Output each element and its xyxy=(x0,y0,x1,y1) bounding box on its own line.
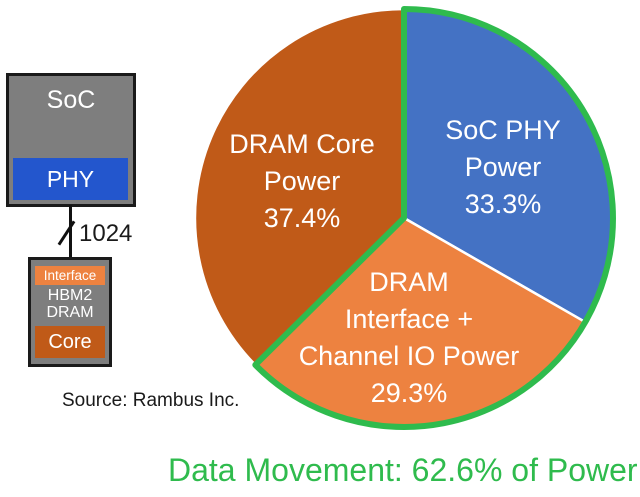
soc-label: SoC xyxy=(46,86,96,114)
hbm-core-box: Core xyxy=(35,326,105,358)
source-text: Source: Rambus Inc. xyxy=(62,390,240,411)
hbm-name-label: HBM2 DRAM xyxy=(46,287,94,321)
hbm-interface-box: Interface xyxy=(35,266,105,285)
pie-slice-dram-core xyxy=(193,7,406,367)
bus-width-label: 1024 xyxy=(79,220,133,247)
phy-box: PHY xyxy=(13,158,128,200)
bus-wire xyxy=(69,205,72,258)
caption-text: Data Movement: 62.6% of Power xyxy=(168,452,638,488)
data-movement-outline xyxy=(252,6,616,430)
